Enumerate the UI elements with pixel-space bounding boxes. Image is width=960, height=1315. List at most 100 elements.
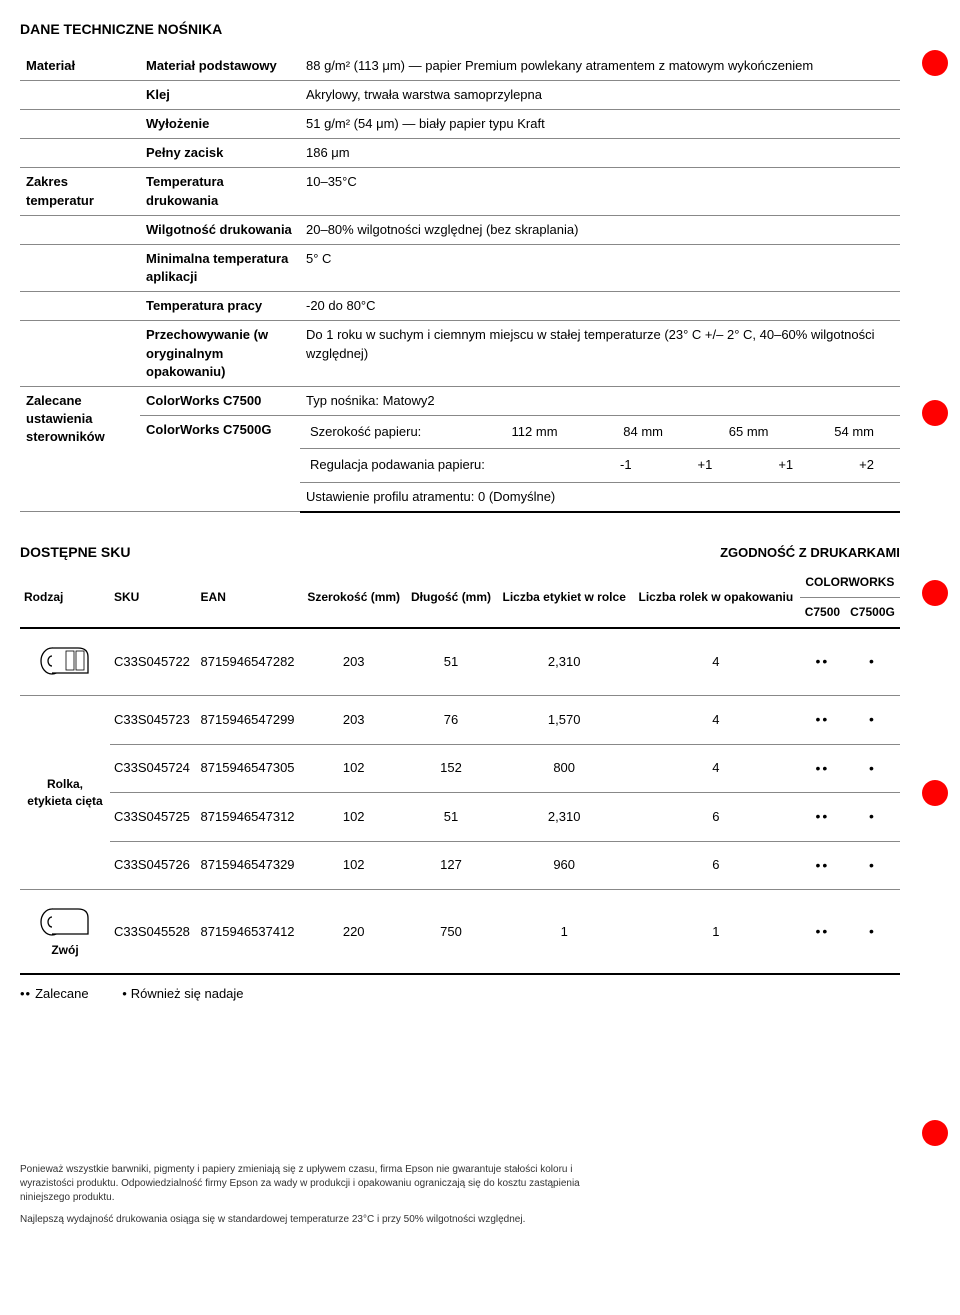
th-c7500: C7500 [800, 598, 845, 628]
rolls-cell: 1 [632, 890, 800, 974]
legend-also: Również się nadaje [122, 986, 243, 1001]
spec-label [20, 292, 140, 321]
c7500g-cell: • [845, 628, 900, 696]
ean-cell: 8715946537412 [197, 890, 302, 974]
spec-row: Wilgotność drukowania20–80% wilgotności … [20, 215, 900, 244]
sku-cell: C33S045725 [110, 793, 197, 842]
red-dot-icon [922, 50, 948, 76]
length-cell: 76 [406, 695, 497, 744]
width-cell: 203 [302, 695, 406, 744]
th-length: Długość (mm) [406, 568, 497, 628]
spec-sublabel: Temperatura drukowania [140, 168, 300, 215]
sku-cell: C33S045722 [110, 628, 197, 696]
length-cell: 51 [406, 628, 497, 696]
spec-label: Zakres temperatur [20, 168, 140, 215]
c7500-cell: •• [800, 628, 845, 696]
spec-value: 10–35°C [300, 168, 900, 215]
red-dot-icon [922, 1120, 948, 1146]
length-cell: 127 [406, 841, 497, 890]
spec-label [20, 215, 140, 244]
sku-table: Rodzaj SKU EAN Szerokość (mm) Długość (m… [20, 568, 900, 975]
spec-row-driver: ColorWorks C7500GSzerokość papieru:112 m… [20, 416, 900, 449]
th-colorworks: COLORWORKS [800, 568, 900, 597]
rodzaj-label: Zwój [24, 942, 106, 959]
table-row: C33S0457258715946547312102512,3106••• [20, 793, 900, 842]
spec-row: Minimalna temperatura aplikacji5° C [20, 244, 900, 291]
spec-value: Akrylowy, trwała warstwa samoprzylepna [300, 80, 900, 109]
th-rodzaj: Rodzaj [20, 568, 110, 628]
spec-sublabel: Klej [140, 80, 300, 109]
width-cell: 102 [302, 744, 406, 793]
spec-label: Materiał [20, 52, 140, 81]
mini-val: +1 [732, 454, 813, 476]
rolls-cell: 6 [632, 793, 800, 842]
c7500-cell: •• [800, 695, 845, 744]
ean-cell: 8715946547299 [197, 695, 302, 744]
ean-cell: 8715946547305 [197, 744, 302, 793]
spec-value: 20–80% wilgotności względnej (bez skrapl… [300, 215, 900, 244]
labels-cell: 2,310 [496, 628, 632, 696]
spec-row-driver: Zalecane ustawienia sterownikówColorWork… [20, 387, 900, 416]
red-dot-icon [922, 400, 948, 426]
c7500g-cell: • [845, 744, 900, 793]
c7500-cell: •• [800, 744, 845, 793]
th-sku: SKU [110, 568, 197, 628]
spec-row: Zakres temperaturTemperatura drukowania1… [20, 168, 900, 215]
spec-sublabel: Wyłożenie [140, 109, 300, 138]
mini-val: 54 mm [788, 421, 894, 443]
sku-cell: C33S045528 [110, 890, 197, 974]
spec-value: Ustawienie profilu atramentu: 0 (Domyśln… [300, 482, 900, 512]
th-rolls: Liczba rolek w opakowaniu [632, 568, 800, 628]
c7500g-cell: • [845, 890, 900, 974]
spec-row: Pełny zacisk186 μm [20, 139, 900, 168]
spec-row: Przechowywanie (w oryginalnym opakowaniu… [20, 321, 900, 387]
length-cell: 750 [406, 890, 497, 974]
rodzaj-cell: Zwój [20, 890, 110, 974]
spec-label: Zalecane ustawienia sterowników [20, 387, 140, 512]
c7500-cell: •• [800, 793, 845, 842]
mini-val: 84 mm [578, 421, 683, 443]
length-cell: 152 [406, 744, 497, 793]
spec-sublabel: ColorWorks C7500 [140, 387, 300, 416]
spec-sublabel: ColorWorks C7500G [140, 416, 300, 512]
red-dot-icon [922, 780, 948, 806]
c7500g-cell: • [845, 793, 900, 842]
legend: Zalecane Również się nadaje [20, 985, 900, 1003]
length-cell: 51 [406, 793, 497, 842]
rodzaj-icon-cell [20, 628, 110, 696]
spec-label [20, 139, 140, 168]
spec-sublabel: Pełny zacisk [140, 139, 300, 168]
th-labels: Liczba etykiet w rolce [496, 568, 632, 628]
ean-cell: 8715946547329 [197, 841, 302, 890]
spec-value: 186 μm [300, 139, 900, 168]
labels-cell: 800 [496, 744, 632, 793]
spec-value: 5° C [300, 244, 900, 291]
compat-title: ZGODNOŚĆ Z DRUKARKAMI [720, 544, 900, 562]
ean-cell: 8715946547312 [197, 793, 302, 842]
table-row: C33S0457228715946547282203512,3104••• [20, 628, 900, 696]
c7500g-cell: • [845, 841, 900, 890]
c7500-cell: •• [800, 890, 845, 974]
rolls-cell: 4 [632, 695, 800, 744]
spec-sublabel: Materiał podstawowy [140, 52, 300, 81]
spec-label [20, 244, 140, 291]
rolls-cell: 6 [632, 841, 800, 890]
table-row: C33S04572687159465473291021279606••• [20, 841, 900, 890]
spec-label [20, 80, 140, 109]
spec-row: Temperatura pracy-20 do 80°C [20, 292, 900, 321]
mini-val: -1 [576, 454, 652, 476]
labels-cell: 1,570 [496, 695, 632, 744]
spec-row: KlejAkrylowy, trwała warstwa samoprzylep… [20, 80, 900, 109]
spec-sublabel: Przechowywanie (w oryginalnym opakowaniu… [140, 321, 300, 387]
spec-sublabel: Temperatura pracy [140, 292, 300, 321]
sku-title: DOSTĘPNE SKU [20, 543, 130, 563]
spec-value: 88 g/m² (113 μm) — papier Premium powlek… [300, 52, 900, 81]
width-cell: 102 [302, 793, 406, 842]
mini-val: 112 mm [464, 421, 578, 443]
width-cell: 220 [302, 890, 406, 974]
mini-val: +2 [813, 454, 894, 476]
section-title-specs: DANE TECHNICZNE NOŚNIKA [20, 20, 900, 40]
roll-cut-icon [24, 643, 106, 679]
mini-table: Regulacja podawania papieru:-1+1+1+2 [306, 454, 894, 476]
spec-label [20, 321, 140, 387]
